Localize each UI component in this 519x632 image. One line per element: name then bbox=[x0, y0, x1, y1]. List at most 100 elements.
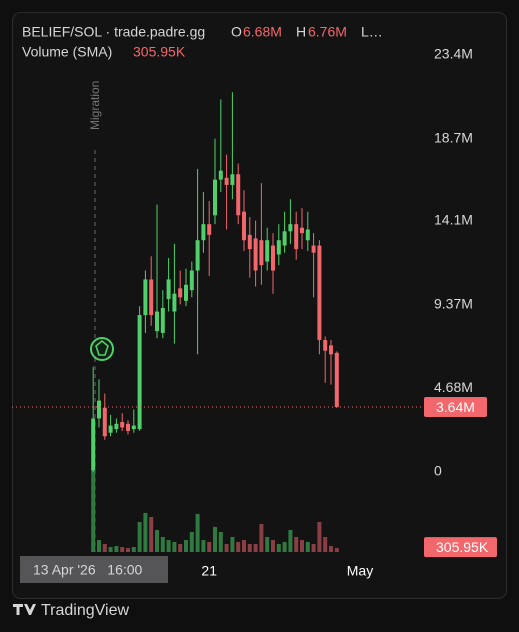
candle-body bbox=[265, 240, 270, 262]
candle-body bbox=[120, 422, 125, 428]
volume-bar bbox=[213, 526, 217, 552]
brand-name: TradingView bbox=[41, 602, 129, 619]
volume-bar bbox=[334, 548, 339, 552]
volume-bar bbox=[242, 540, 246, 552]
candle-body bbox=[102, 407, 107, 437]
volume-bar bbox=[102, 543, 107, 552]
candle-body bbox=[247, 234, 252, 250]
volume-bar bbox=[271, 540, 275, 552]
volume-bar bbox=[294, 536, 299, 552]
volume-bar bbox=[230, 536, 235, 552]
volume-bar bbox=[224, 543, 229, 552]
brand-icon bbox=[13, 604, 36, 615]
candle-body bbox=[323, 340, 328, 351]
candle-body bbox=[271, 245, 275, 271]
open-label: O bbox=[231, 24, 242, 40]
last-price-box bbox=[424, 397, 487, 418]
candle-body bbox=[213, 179, 217, 216]
volume-bar bbox=[114, 546, 119, 552]
volume-bar bbox=[311, 543, 316, 552]
candle-body bbox=[259, 240, 264, 266]
candle-body bbox=[230, 174, 235, 185]
candle-body bbox=[155, 311, 159, 332]
volume-bar bbox=[247, 543, 252, 552]
volume-bar bbox=[155, 529, 159, 552]
candle-body bbox=[311, 245, 316, 253]
last-volume-label: 305.95K bbox=[436, 539, 489, 555]
candle-body bbox=[305, 229, 310, 241]
volume-bar bbox=[288, 529, 293, 552]
candle-body bbox=[195, 240, 200, 271]
volume-bar bbox=[329, 546, 333, 552]
candle-body bbox=[218, 170, 223, 180]
y-tick-label: 23.4M bbox=[434, 46, 473, 62]
volume-bar bbox=[265, 536, 270, 552]
y-tick-label: 4.68M bbox=[434, 379, 473, 395]
volume-bar bbox=[126, 548, 130, 552]
last-volume-box bbox=[424, 537, 497, 558]
volume-bar bbox=[276, 543, 281, 552]
migration-icon bbox=[90, 337, 114, 361]
volume-bar bbox=[282, 541, 287, 552]
volume-bar bbox=[317, 521, 322, 552]
crosshair-box bbox=[20, 556, 168, 583]
y-tick-label: 0 bbox=[434, 463, 442, 479]
candle-body bbox=[126, 423, 130, 431]
volume-value: 305.95K bbox=[133, 44, 186, 60]
y-tick-label: 14.1M bbox=[434, 211, 473, 227]
symbol: BELIEF/SOL · trade.padre.gg bbox=[22, 24, 205, 40]
candle-body bbox=[334, 352, 339, 408]
migration-icon-glyph bbox=[95, 339, 109, 356]
volume-bar bbox=[184, 540, 188, 552]
open-value: 6.68M bbox=[243, 24, 282, 40]
candle-body bbox=[108, 425, 113, 433]
volume-bar bbox=[201, 540, 206, 552]
candle-body bbox=[253, 238, 258, 271]
candle-body bbox=[91, 418, 96, 471]
volume-bar bbox=[172, 541, 177, 552]
x-tick-label: May bbox=[347, 563, 373, 579]
candle-body bbox=[189, 270, 194, 291]
volume-bar bbox=[149, 517, 154, 552]
y-tick-label: 18.7M bbox=[434, 129, 473, 145]
candle-body bbox=[300, 227, 304, 234]
volume-bar bbox=[160, 536, 165, 552]
volume-bar bbox=[97, 540, 101, 552]
x-tick-label: 21 bbox=[201, 563, 217, 579]
candle-body bbox=[201, 224, 206, 241]
volume-bar bbox=[236, 541, 241, 552]
volume-bar bbox=[207, 541, 212, 552]
high-label: H bbox=[296, 24, 306, 40]
volume-bar bbox=[323, 536, 328, 552]
volume-bar bbox=[189, 532, 194, 552]
low-label: L… bbox=[361, 24, 383, 40]
candle-body bbox=[236, 174, 241, 216]
volume-bar bbox=[300, 540, 304, 552]
brand-logo bbox=[13, 604, 36, 615]
candle-body bbox=[224, 177, 229, 185]
volume-bar bbox=[131, 547, 136, 552]
volume-bar bbox=[120, 547, 125, 552]
volume-bar bbox=[108, 547, 113, 552]
candle-body bbox=[160, 307, 165, 333]
volume-label: Volume (SMA) bbox=[22, 44, 112, 60]
candle-body bbox=[97, 400, 101, 419]
candle-body bbox=[114, 423, 119, 430]
crosshair-label: 13 Apr '26 16:00 bbox=[33, 562, 143, 578]
legend: BELIEF/SOL · trade.padre.gg O 6.68M H 6.… bbox=[22, 24, 383, 60]
candle-body bbox=[131, 425, 136, 430]
volume-bar bbox=[91, 469, 96, 552]
candle-body bbox=[242, 211, 246, 241]
migration-label: Migration bbox=[88, 81, 102, 130]
candle-body bbox=[178, 288, 183, 298]
candle-body bbox=[294, 224, 299, 250]
chart-panel bbox=[12, 12, 507, 599]
volume-bar bbox=[253, 543, 258, 552]
candle-body bbox=[276, 240, 281, 255]
last-price-label: 3.64M bbox=[436, 399, 475, 415]
candle-body bbox=[143, 279, 148, 316]
volume-bar bbox=[178, 543, 183, 552]
volume-bar bbox=[137, 521, 142, 552]
y-tick-label: 9.37M bbox=[434, 296, 473, 312]
